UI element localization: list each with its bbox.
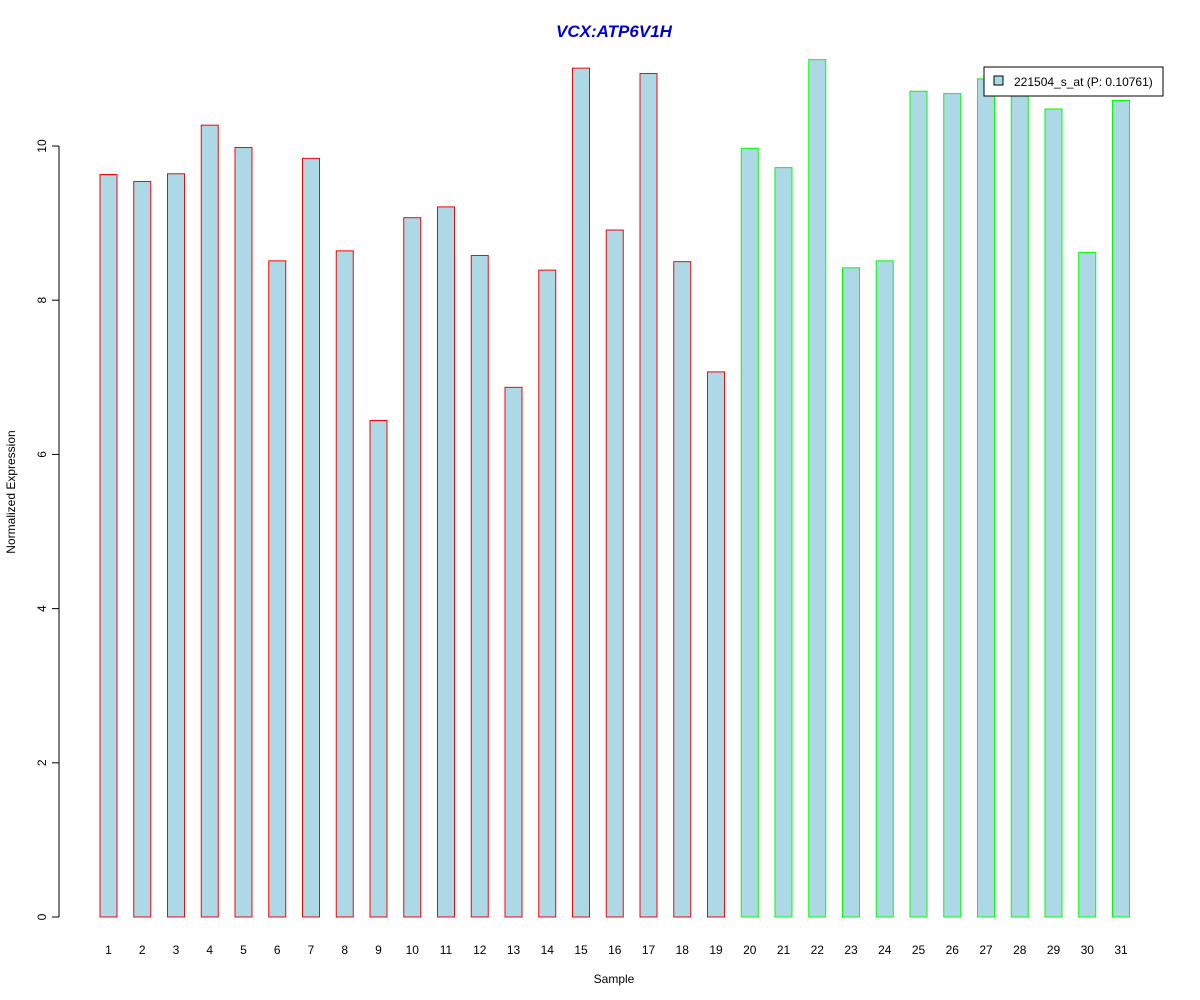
bar [369,419,388,918]
bar [673,261,692,918]
legend: 221504_s_at (P: 0.10761) [983,66,1164,97]
x-tick-label: 13 [507,943,521,957]
x-tick-label: 16 [608,943,622,957]
bar [234,147,253,918]
y-tick-label: 8 [35,297,49,304]
bar [707,371,725,918]
x-tick-label: 30 [1081,943,1095,957]
y-tick-label: 2 [35,759,49,766]
x-tick-label: 19 [709,943,723,957]
x-tick-label: 28 [1013,943,1027,957]
bar [1078,251,1097,918]
x-tick-label: 6 [274,943,281,957]
bar [335,250,354,918]
x-tick-label: 15 [574,943,588,957]
bar [774,167,793,918]
x-tick-label: 26 [946,943,960,957]
bar [437,206,455,918]
x-tick-label: 24 [878,943,892,957]
x-tick-label: 29 [1047,943,1061,957]
legend-box [983,66,1164,97]
bar [1010,91,1029,918]
x-tick-label: 4 [206,943,213,957]
bar [200,124,219,918]
bar [572,67,590,918]
legend-swatch [993,75,1004,86]
x-tick-label: 25 [912,943,926,957]
x-tick-label: 27 [979,943,993,957]
bar [1044,108,1063,918]
x-tick-label: 1 [105,943,112,957]
y-axis: 0 2 4 6 8 10 [35,139,60,920]
bar [538,269,557,918]
x-tick-labels: 1 2 3 4 5 6 7 8 9 10 11 12 13 14 15 16 17 18 19 20 21 22 23 24 2… [105,943,1128,957]
x-axis-title: Sample [594,972,635,986]
bar [808,59,827,918]
bar [302,157,320,918]
bar [504,386,523,918]
bar [167,173,185,918]
bar [470,254,489,918]
y-axis-title: Normalized Expression [4,430,18,553]
bar [99,174,118,918]
x-tick-label: 8 [341,943,348,957]
x-tick-label: 10 [406,943,420,957]
x-tick-label: 11 [440,943,453,957]
bars-group [99,59,1130,918]
bar [977,78,995,918]
legend-label: 221504_s_at (P: 0.10761) [1014,75,1153,89]
bar [268,260,287,918]
y-tick-label: 10 [35,139,49,153]
x-tick-label: 5 [240,943,247,957]
bar [403,217,422,918]
x-tick-label: 2 [139,943,146,957]
bar [842,267,860,918]
bar [740,147,759,918]
x-tick-label: 20 [743,943,757,957]
x-tick-label: 18 [676,943,690,957]
x-tick-label: 17 [642,943,656,957]
bar [909,90,928,918]
x-tick-label: 3 [173,943,180,957]
x-tick-label: 12 [473,943,487,957]
x-tick-label: 14 [541,943,555,957]
y-tick-label: 0 [35,913,49,920]
bar [943,93,962,918]
bar [875,260,894,918]
x-tick-label: 9 [375,943,382,957]
x-tick-label: 7 [308,943,315,957]
chart-title: VCX:ATP6V1H [556,22,673,41]
x-tick-label: 31 [1114,943,1128,957]
x-tick-label: 22 [811,943,825,957]
bar [639,73,658,918]
y-tick-label: 6 [35,451,49,458]
bar [605,229,624,918]
x-tick-label: 21 [777,943,791,957]
bar [133,180,152,918]
x-tick-label: 23 [844,943,858,957]
bar [1112,100,1130,918]
y-tick-label: 4 [35,605,49,612]
